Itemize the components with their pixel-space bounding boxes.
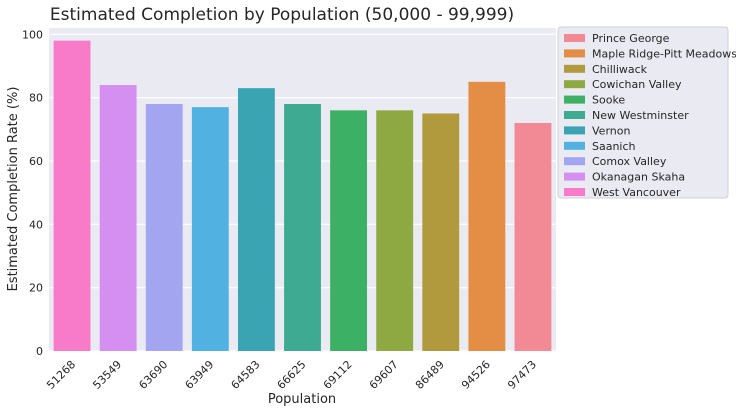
y-axis-label: Estimated Completion Rate (%) xyxy=(6,87,21,292)
legend-label: Vernon xyxy=(592,124,630,137)
legend-label: West Vancouver xyxy=(592,186,681,199)
bar xyxy=(376,110,414,351)
y-tick-label: 100 xyxy=(22,28,43,41)
y-tick-label: 0 xyxy=(36,345,43,358)
x-axis-label: Population xyxy=(268,392,336,407)
bar xyxy=(237,88,275,352)
bar xyxy=(422,113,460,351)
x-tick-label: 97473 xyxy=(505,358,539,392)
x-tick-label: 64583 xyxy=(229,358,263,392)
legend-swatch xyxy=(564,49,585,58)
x-tick-label: 63690 xyxy=(136,358,170,392)
legend-swatch xyxy=(564,80,585,89)
bar xyxy=(191,107,229,352)
bar xyxy=(145,104,183,351)
legend-label: Sooke xyxy=(592,94,625,107)
bar xyxy=(514,123,552,351)
legend-swatch xyxy=(564,34,585,42)
legend-box xyxy=(557,26,729,199)
legend-swatch xyxy=(564,111,585,119)
legend-swatch xyxy=(564,188,585,196)
legend-swatch xyxy=(564,126,585,135)
legend-label: Okanagan Skaha xyxy=(592,171,685,184)
legend-swatch xyxy=(564,141,585,150)
legend-label: Comox Valley xyxy=(592,155,667,168)
x-tick-label: 66625 xyxy=(275,358,309,392)
x-tick-label: 51268 xyxy=(44,358,78,392)
x-tick-label: 63949 xyxy=(182,358,216,392)
x-tick-label: 69112 xyxy=(321,358,355,392)
bar xyxy=(53,40,91,352)
x-tick-label: 86489 xyxy=(413,358,447,392)
y-tick-label: 60 xyxy=(29,155,43,168)
y-tick-label: 20 xyxy=(29,282,43,295)
bar xyxy=(99,85,137,351)
legend-label: New Westminster xyxy=(592,109,689,122)
y-tick-label: 80 xyxy=(29,92,43,105)
x-tick-label: 69607 xyxy=(367,358,401,392)
bar xyxy=(330,110,368,351)
legend-label: Saanich xyxy=(592,140,636,153)
chart-title: Estimated Completion by Population (50,0… xyxy=(50,5,514,25)
bar xyxy=(468,81,506,351)
x-tick-label: 94526 xyxy=(459,358,493,392)
legend-label: Prince George xyxy=(592,32,670,45)
legend-label: Chilliwack xyxy=(592,63,648,76)
legend-swatch xyxy=(564,64,585,73)
legend-swatch xyxy=(564,157,585,166)
legend-swatch xyxy=(564,95,585,104)
legend-swatch xyxy=(564,172,585,181)
y-tick-label: 40 xyxy=(29,218,43,231)
legend: Prince George Maple Ridge-Pitt Meadows Chi… xyxy=(557,26,736,199)
legend-label: Maple Ridge-Pitt Meadows xyxy=(592,47,736,60)
bar xyxy=(284,104,321,351)
x-tick-label: 53549 xyxy=(90,358,124,392)
legend-label: Cowichan Valley xyxy=(592,78,682,91)
